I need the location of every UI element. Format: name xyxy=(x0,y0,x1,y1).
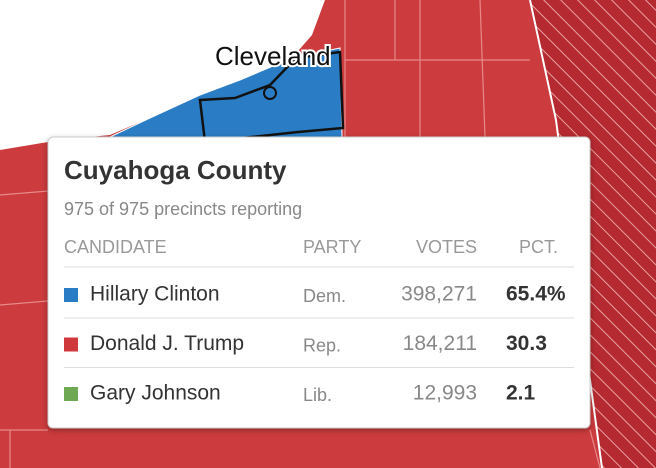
tooltip-title: Cuyahoga County xyxy=(64,155,287,185)
votes: 12,993 xyxy=(413,382,477,405)
tooltip-subtitle: 975 of 975 precincts reporting xyxy=(64,199,302,219)
votes: 184,211 xyxy=(403,332,477,355)
swatch xyxy=(64,288,78,302)
candidate-name: Hillary Clinton xyxy=(90,283,220,306)
city-label: Cleveland xyxy=(215,41,331,71)
swatch xyxy=(64,337,78,352)
header-cell: PARTY xyxy=(303,237,361,257)
header-cell: PCT. xyxy=(519,237,558,257)
city-marker xyxy=(263,86,277,100)
party: Dem. xyxy=(303,286,346,306)
swatch xyxy=(64,387,78,401)
tooltip-box xyxy=(47,136,591,429)
islands xyxy=(14,88,42,103)
header-cell: VOTES xyxy=(416,237,477,257)
pct: 2.1 xyxy=(506,382,536,405)
header-cell: CANDIDATE xyxy=(64,237,167,257)
rows: Hillary Clinton Dem. 398,271 65.4% Donald J.… xyxy=(64,283,574,405)
candidate-name: Donald J. Trump xyxy=(90,332,244,355)
party: Rep. xyxy=(303,335,341,355)
county-borders xyxy=(0,0,601,468)
candidate-name: Gary Johnson xyxy=(90,382,221,405)
tooltip: Cuyahoga County 975 of 975 precincts rep… xyxy=(47,136,591,429)
pct: 65.4% xyxy=(506,283,566,306)
votes: 398,271 xyxy=(401,283,477,306)
hatched-region xyxy=(530,0,656,468)
pct: 30.3 xyxy=(506,332,547,355)
party: Lib. xyxy=(303,385,332,405)
lake xyxy=(0,0,325,150)
